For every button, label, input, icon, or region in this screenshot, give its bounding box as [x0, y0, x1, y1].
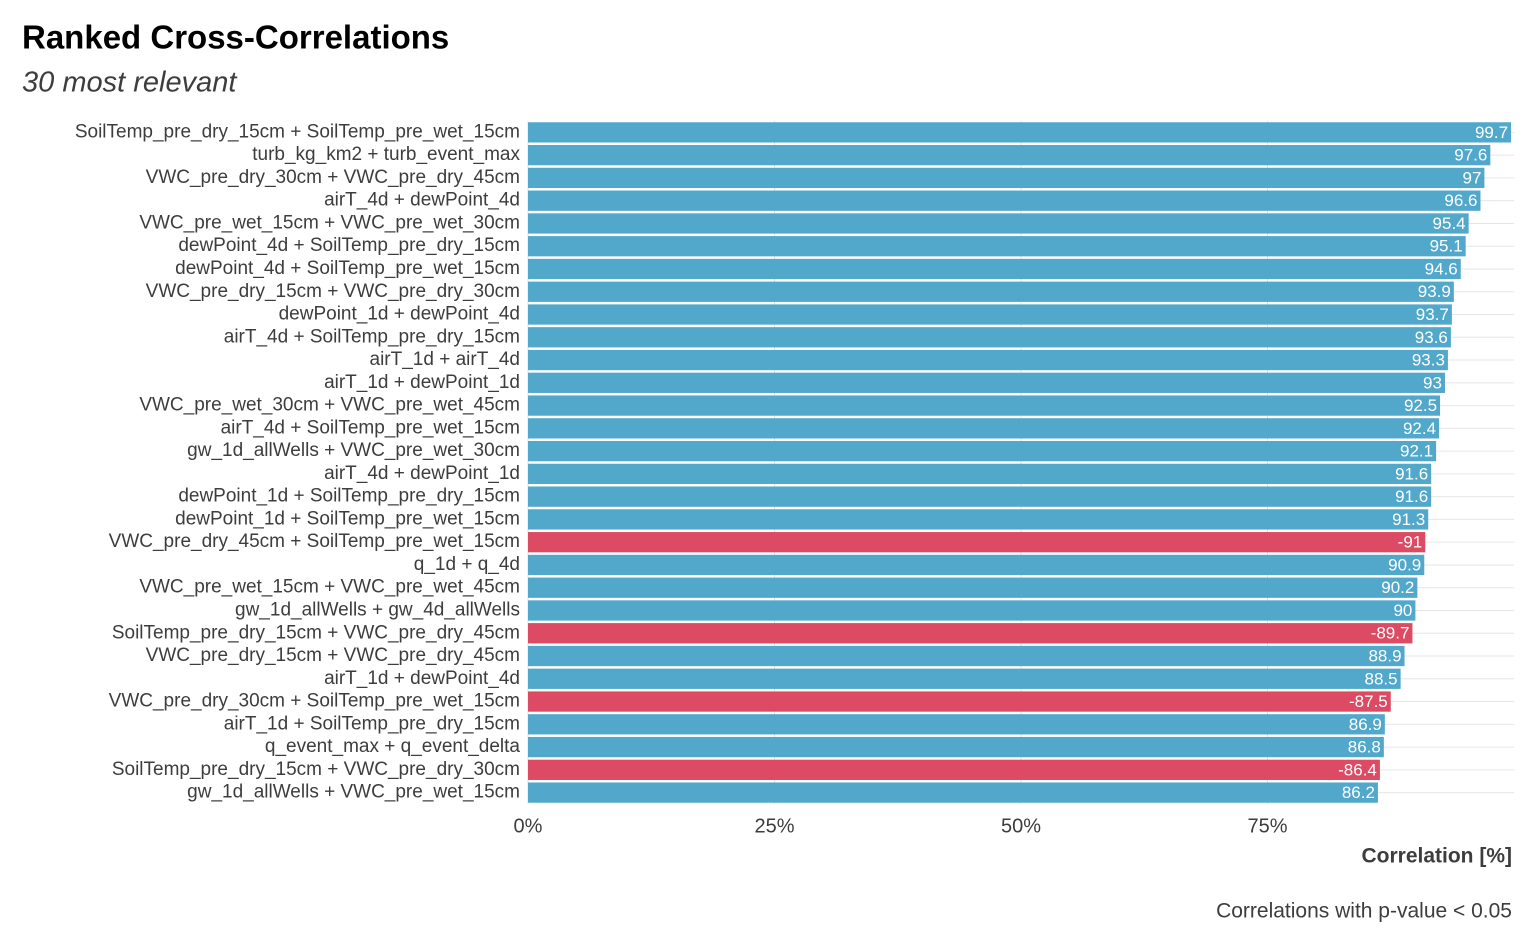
y-tick-label: dewPoint_1d + dewPoint_4d [279, 304, 520, 325]
y-tick-label: airT_1d + SoilTemp_pre_dry_15cm [224, 713, 520, 734]
bar [528, 577, 1418, 598]
value-label: 90.2 [1381, 578, 1414, 597]
bar [528, 122, 1512, 143]
x-tick-label: 50% [1001, 815, 1041, 837]
y-tick-label: airT_4d + dewPoint_4d [324, 190, 520, 211]
bar [528, 395, 1441, 416]
x-tick-label: 75% [1247, 815, 1287, 837]
x-tick-label: 25% [754, 815, 794, 837]
bar [528, 486, 1432, 507]
value-label: 92.1 [1400, 442, 1433, 461]
bar [528, 327, 1451, 348]
bar [528, 668, 1401, 689]
value-label: -91 [1398, 533, 1423, 552]
y-tick-label: VWC_pre_wet_30cm + VWC_pre_wet_45cm [139, 395, 520, 416]
y-tick-label: airT_4d + SoilTemp_pre_wet_15cm [221, 417, 520, 438]
y-tick-label: dewPoint_1d + SoilTemp_pre_wet_15cm [175, 508, 520, 529]
chart-subtitle: 30 most relevant [22, 67, 238, 99]
bar [528, 167, 1485, 189]
bar [528, 509, 1429, 530]
bar [528, 213, 1469, 234]
value-label: 88.5 [1365, 669, 1398, 688]
value-label: 90 [1393, 601, 1412, 620]
y-tick-label: VWC_pre_wet_15cm + VWC_pre_wet_30cm [139, 212, 520, 233]
y-tick-label: SoilTemp_pre_dry_15cm + VWC_pre_dry_30cm [112, 759, 520, 780]
value-label: 97 [1462, 168, 1481, 187]
y-tick-label: VWC_pre_dry_30cm + SoilTemp_pre_wet_15cm [109, 691, 520, 712]
value-label: 97.6 [1454, 146, 1487, 165]
value-label: 93.7 [1416, 305, 1449, 324]
value-label: 86.8 [1348, 738, 1381, 757]
value-label: -89.7 [1371, 624, 1410, 643]
bar [528, 645, 1405, 667]
value-label: 93 [1423, 373, 1442, 392]
bar [528, 304, 1452, 325]
bar [528, 145, 1491, 166]
bar [528, 372, 1445, 393]
bar [528, 554, 1425, 576]
value-label: 95.4 [1433, 214, 1466, 233]
y-tick-label: VWC_pre_dry_15cm + VWC_pre_dry_30cm [146, 281, 520, 302]
value-label: 92.5 [1404, 396, 1437, 415]
bar [528, 759, 1380, 780]
y-tick-label: dewPoint_4d + SoilTemp_pre_wet_15cm [175, 258, 520, 279]
bar [528, 190, 1481, 211]
value-label: 93.9 [1418, 282, 1451, 301]
value-label: -86.4 [1338, 760, 1377, 779]
y-tick-label: dewPoint_1d + SoilTemp_pre_dry_15cm [178, 486, 520, 507]
value-label: 92.4 [1403, 419, 1436, 438]
value-label: 95.1 [1430, 237, 1463, 256]
value-label: -87.5 [1349, 692, 1388, 711]
bar [528, 736, 1384, 758]
value-label: 90.9 [1388, 555, 1421, 574]
caption: Correlations with p-value < 0.05 [1216, 900, 1512, 923]
y-tick-label: turb_kg_km2 + turb_event_max [252, 144, 520, 165]
y-tick-label: VWC_pre_dry_45cm + SoilTemp_pre_wet_15cm [109, 531, 520, 552]
value-label: 94.6 [1425, 259, 1458, 278]
x-tick-label: 0% [514, 815, 543, 837]
bar [528, 440, 1437, 462]
y-tick-label: airT_1d + dewPoint_4d [324, 668, 520, 689]
y-tick-label: VWC_pre_dry_30cm + VWC_pre_dry_45cm [146, 167, 520, 188]
y-tick-label: airT_1d + dewPoint_1d [324, 372, 520, 393]
value-label: 93.6 [1415, 328, 1448, 347]
bar [528, 691, 1391, 712]
value-label: 99.7 [1475, 123, 1508, 142]
bar [528, 236, 1466, 257]
bar [528, 418, 1440, 439]
bar [528, 258, 1461, 280]
y-tick-label: dewPoint_4d + SoilTemp_pre_dry_15cm [178, 235, 520, 256]
y-tick-label: SoilTemp_pre_dry_15cm + SoilTemp_pre_wet… [75, 121, 520, 142]
bar [528, 349, 1448, 371]
bar [528, 714, 1385, 735]
y-tick-label: airT_1d + airT_4d [370, 349, 521, 370]
value-label: 91.6 [1395, 464, 1428, 483]
value-label: 86.9 [1349, 715, 1382, 734]
value-label: 86.2 [1342, 783, 1375, 802]
value-label: 91.6 [1395, 487, 1428, 506]
bar [528, 463, 1432, 485]
bar [528, 600, 1416, 621]
bar [528, 532, 1426, 553]
y-tick-label: gw_1d_allWells + VWC_pre_wet_30cm [187, 440, 520, 461]
y-tick-label: q_1d + q_4d [414, 554, 520, 575]
y-tick-label: VWC_pre_wet_15cm + VWC_pre_wet_45cm [139, 577, 520, 598]
value-label: 93.3 [1412, 351, 1445, 370]
value-label: 88.9 [1368, 647, 1401, 666]
chart-title: Ranked Cross-Correlations [22, 19, 449, 56]
y-tick-label: gw_1d_allWells + gw_4d_allWells [235, 599, 520, 620]
y-tick-label: SoilTemp_pre_dry_15cm + VWC_pre_dry_45cm [112, 622, 520, 643]
bar [528, 281, 1454, 302]
y-tick-label: VWC_pre_dry_15cm + VWC_pre_dry_45cm [146, 645, 520, 666]
bar [528, 782, 1378, 803]
y-tick-label: gw_1d_allWells + VWC_pre_wet_15cm [187, 782, 520, 803]
x-axis-label: Correlation [%] [1361, 845, 1512, 868]
y-tick-label: airT_4d + dewPoint_1d [324, 463, 520, 484]
value-label: 91.3 [1392, 510, 1425, 529]
value-label: 96.6 [1444, 191, 1477, 210]
bar [528, 623, 1413, 644]
y-tick-label: airT_4d + SoilTemp_pre_dry_15cm [224, 326, 520, 347]
y-tick-label: q_event_max + q_event_delta [265, 736, 521, 757]
